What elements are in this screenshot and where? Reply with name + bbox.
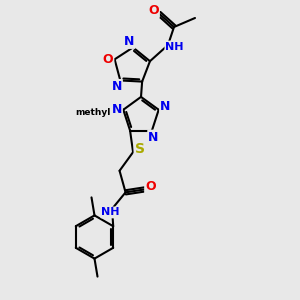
Text: N: N xyxy=(112,80,122,93)
Text: N: N xyxy=(148,130,159,144)
Text: S: S xyxy=(135,142,145,156)
Text: N: N xyxy=(124,35,135,48)
Text: N: N xyxy=(112,103,122,116)
Text: NH: NH xyxy=(101,207,120,218)
Text: N: N xyxy=(160,100,170,113)
Text: O: O xyxy=(145,180,156,194)
Text: O: O xyxy=(148,4,159,17)
Text: O: O xyxy=(103,53,113,66)
Text: methyl: methyl xyxy=(75,108,110,117)
Text: NH: NH xyxy=(165,41,184,52)
